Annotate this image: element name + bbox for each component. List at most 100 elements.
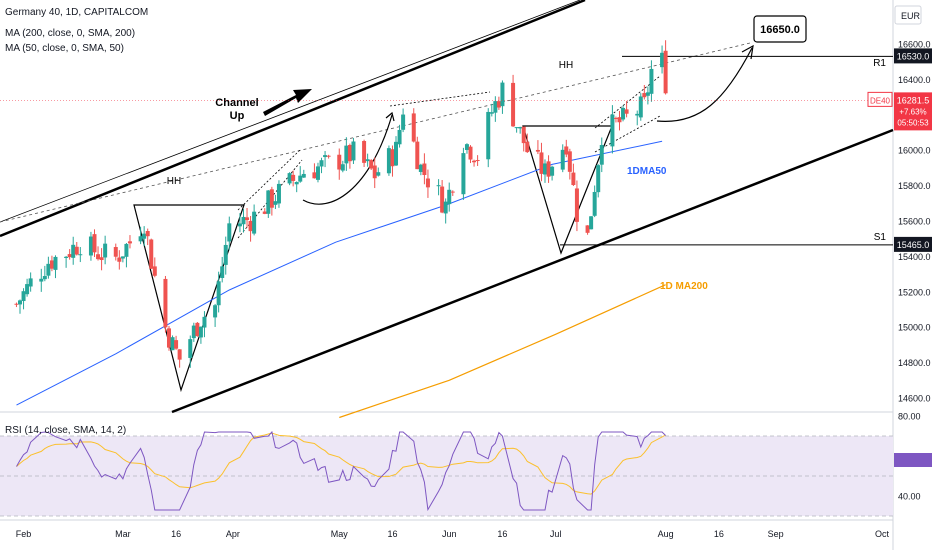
candle-up <box>103 243 108 258</box>
time-tick-label: Apr <box>226 529 240 539</box>
candle-up <box>39 278 44 282</box>
candle-up <box>340 164 345 171</box>
price-tick-label: 14600.0 <box>898 394 931 404</box>
candle-down <box>422 163 427 176</box>
candle-up <box>298 175 303 182</box>
candle-up <box>394 141 399 166</box>
candle-down <box>49 260 54 269</box>
candle-down <box>390 149 395 167</box>
candle-down <box>149 239 154 269</box>
candle-up <box>120 256 125 259</box>
candle-up <box>589 216 594 230</box>
candle-up <box>645 92 650 96</box>
symbol-tag <box>867 91 893 107</box>
candle-up <box>344 145 349 164</box>
price-tick-label: 15800.0 <box>898 181 931 191</box>
candle-up <box>418 164 423 172</box>
time-tick-label: 16 <box>714 529 724 539</box>
candle-up <box>46 263 51 276</box>
candle-down <box>163 278 168 328</box>
price-tick-label: 15000.0 <box>898 323 931 333</box>
candle-up <box>294 182 299 185</box>
candle-up <box>351 141 356 161</box>
rsi-ma-line <box>16 432 666 495</box>
candle-up <box>21 291 26 302</box>
candle-up <box>401 114 406 130</box>
time-tick-label: May <box>331 529 349 539</box>
candle-up <box>252 211 257 234</box>
rsi-line <box>16 430 666 512</box>
candle-up <box>220 266 225 278</box>
candle-down <box>369 160 374 169</box>
candle-up <box>142 233 147 239</box>
candle-up <box>266 190 271 214</box>
candle-up <box>25 284 30 295</box>
candle-down <box>127 241 132 244</box>
target-box <box>753 15 807 43</box>
ma200-line <box>339 284 666 419</box>
candle-up <box>227 223 232 242</box>
price-tag-countdown: 05:50:53 <box>897 118 929 127</box>
candle-up <box>323 155 328 158</box>
candle-up <box>543 163 548 175</box>
ma200-legend[interactable]: MA (200, close, 0, SMA, 200) <box>5 28 135 40</box>
dotted-trendline <box>594 75 661 129</box>
candle-up <box>191 325 196 339</box>
r1-label: R1 <box>873 58 886 69</box>
symbol-info: Germany 40, 1D, CAPITALCOM <box>5 7 148 19</box>
candle-down <box>113 247 118 257</box>
candle-down <box>262 211 267 214</box>
candle-up <box>170 337 175 351</box>
currency-label: EUR <box>901 11 921 21</box>
candle-down <box>624 109 629 114</box>
time-tick-label: Jun <box>442 529 457 539</box>
candle-up <box>213 305 218 318</box>
candle-down <box>74 246 79 255</box>
candle-down <box>291 174 296 181</box>
channel-inner-line <box>0 0 581 223</box>
price-tick-label: 16600.0 <box>898 40 931 50</box>
candle-down <box>117 257 122 262</box>
candle-down <box>145 231 150 237</box>
dotted-trendline <box>594 115 661 153</box>
candle-up <box>138 236 143 242</box>
candle-up <box>287 173 292 184</box>
candle-up <box>71 244 76 258</box>
rsi-legend[interactable]: RSI (14, close, SMA, 14, 2) <box>5 425 126 437</box>
candle-down <box>539 152 544 174</box>
candle-up <box>18 300 22 305</box>
candle-down <box>425 178 430 188</box>
candle-down <box>362 141 367 163</box>
hh-label: HH <box>167 176 181 187</box>
candle-down <box>617 117 622 123</box>
candle-up <box>223 244 228 265</box>
r1-value-label: 16530.0 <box>897 51 930 61</box>
ma50-legend[interactable]: MA (50, close, 0, SMA, 50) <box>5 43 124 55</box>
candle-up <box>464 144 469 150</box>
candle-up <box>28 278 33 287</box>
time-tick-label: Mar <box>115 529 131 539</box>
candle-up <box>621 107 626 120</box>
candle-up <box>518 127 523 129</box>
candle-down <box>337 154 342 170</box>
candle-up <box>486 111 491 160</box>
candle-up <box>447 189 452 205</box>
candle-up <box>397 129 402 145</box>
candle-up <box>599 144 604 165</box>
candle-up <box>550 166 555 176</box>
v-pattern-triangle <box>133 204 245 393</box>
candle-up <box>436 185 441 187</box>
time-tick-label: 16 <box>387 529 397 539</box>
rsi-tick-label: 40.00 <box>898 492 921 502</box>
candle-down <box>564 146 569 155</box>
price-tick-label: 15200.0 <box>898 287 931 297</box>
candle-down <box>177 349 182 360</box>
s1-value-tag <box>894 236 932 252</box>
candle-down <box>440 186 445 213</box>
candle-down <box>450 191 455 193</box>
channel-label: Channel <box>215 97 258 109</box>
s1-label: S1 <box>874 232 887 243</box>
rsi-value-tag <box>894 453 932 467</box>
